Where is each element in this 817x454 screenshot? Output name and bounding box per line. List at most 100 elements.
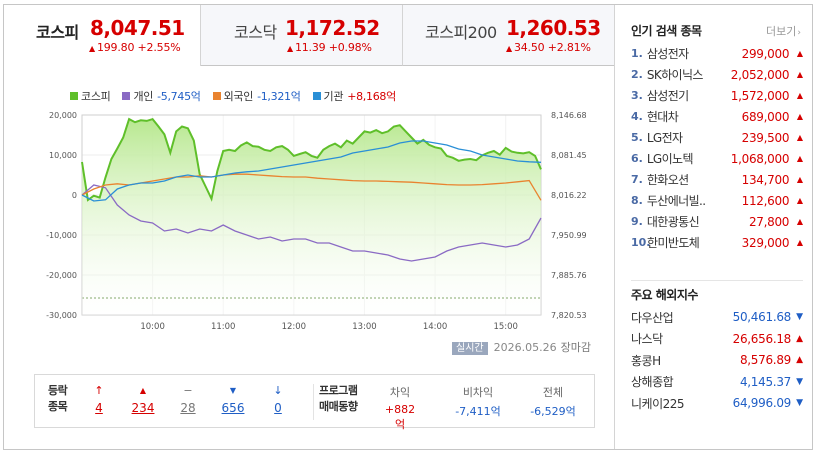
popular-item[interactable]: 10. 한미반도체 329,000 ▲ xyxy=(631,232,803,253)
up-triangle-icon: ▲ xyxy=(123,384,163,398)
y-right-tick-label: 7,820.53 xyxy=(551,311,587,320)
down-triangle-icon: ▼ xyxy=(791,398,803,408)
program-label: 프로그램 매매동향 xyxy=(319,383,357,415)
right-panel: 인기 검색 종목 더보기› 1. 삼성전자 299,000 ▲ 2. SK하이닉스 2,05… xyxy=(614,5,813,449)
y-right-tick-label: 7,885.76 xyxy=(551,271,587,280)
chevron-right-icon: › xyxy=(797,28,801,38)
popular-item[interactable]: 6. LG이노텍 1,068,000 ▲ xyxy=(631,148,803,169)
timestamp-date: 2026.05.26 xyxy=(494,341,557,354)
index-name[interactable]: 다우산업 xyxy=(631,309,711,326)
index-value: 50,461.68 xyxy=(711,310,791,324)
up-triangle-icon: ▲ xyxy=(789,112,803,121)
popular-item[interactable]: 1. 삼성전자 299,000 ▲ xyxy=(631,43,803,64)
breadth-value[interactable]: 4 xyxy=(79,401,119,415)
world-index-item[interactable]: 니케이225 64,996.09 ▼ xyxy=(631,392,803,414)
x-tick-label: 14:00 xyxy=(423,322,448,332)
up-triangle-icon: ▲ xyxy=(789,70,803,79)
y-left-tick-label: 10,000 xyxy=(49,151,77,160)
breadth-label-line2: 종목 xyxy=(48,399,67,415)
x-tick-label: 12:00 xyxy=(282,322,307,332)
program-total: 전체 -6,529억 xyxy=(523,384,583,419)
program-arbitrage: 차익 +882억 xyxy=(380,384,420,432)
program-value: +882억 xyxy=(380,403,420,432)
rank-number: 4. xyxy=(631,110,647,123)
popular-item[interactable]: 2. SK하이닉스 2,052,000 ▲ xyxy=(631,64,803,85)
stock-name[interactable]: 삼성전자 xyxy=(647,45,712,62)
breadth-value[interactable]: 0 xyxy=(258,401,298,415)
stock-name[interactable]: 한화오션 xyxy=(647,171,712,188)
stock-name[interactable]: 두산에너빌.. xyxy=(647,192,712,209)
rank-number: 5. xyxy=(631,131,647,144)
popular-item[interactable]: 5. LG전자 239,500 ▲ xyxy=(631,127,803,148)
stock-name[interactable]: LG전자 xyxy=(647,129,712,146)
program-value: -7,411억 xyxy=(453,403,503,419)
program-label-line1: 프로그램 xyxy=(319,383,357,399)
up-triangle-icon: ▲ xyxy=(789,238,803,247)
x-tick-label: 10:00 xyxy=(140,322,165,332)
lower-limit-arrow-icon: ↓ xyxy=(258,384,298,398)
more-label: 더보기 xyxy=(766,25,796,38)
breadth-unchanged[interactable]: − 28 xyxy=(168,384,208,415)
market-stats-box: 등락 종목 ↑ 4 ▲ 234 −28 ▼ 656 ↓ 0 프로그램 매매동향 차익 +882… xyxy=(34,374,595,428)
down-triangle-icon: ▼ xyxy=(213,384,253,398)
up-triangle-icon: ▲ xyxy=(789,49,803,58)
breadth-falling[interactable]: ▼ 656 xyxy=(213,384,253,415)
rank-number: 10. xyxy=(631,236,647,249)
y-left-tick-label: -20,000 xyxy=(46,271,77,280)
y-right-tick-label: 7,950.99 xyxy=(551,231,587,240)
breadth-upper-limit[interactable]: ↑ 4 xyxy=(79,384,119,415)
world-index-item[interactable]: 다우산업 50,461.68 ▼ xyxy=(631,306,803,328)
breadth-rising[interactable]: ▲ 234 xyxy=(123,384,163,415)
popular-item[interactable]: 9. 대한광통신 27,800 ▲ xyxy=(631,211,803,232)
rank-number: 6. xyxy=(631,152,647,165)
program-header: 차익 xyxy=(380,384,420,400)
rank-number: 8. xyxy=(631,194,647,207)
market-status: 장마감 xyxy=(561,341,591,354)
down-triangle-icon: ▼ xyxy=(791,377,803,387)
rank-number: 1. xyxy=(631,47,647,60)
x-tick-label: 11:00 xyxy=(211,322,236,332)
breadth-label: 등락 종목 xyxy=(48,383,67,415)
popular-item[interactable]: 8. 두산에너빌.. 112,600 ▲ xyxy=(631,190,803,211)
world-index-item[interactable]: 나스닥 26,656.18 ▲ xyxy=(631,328,803,350)
popular-item[interactable]: 3. 삼성전기 1,572,000 ▲ xyxy=(631,85,803,106)
breadth-value[interactable]: 234 xyxy=(123,401,163,415)
index-name[interactable]: 홍콩H xyxy=(631,352,711,369)
popular-item[interactable]: 7. 한화오션 134,700 ▲ xyxy=(631,169,803,190)
up-triangle-icon: ▲ xyxy=(789,91,803,100)
world-title: 주요 해외지수 xyxy=(631,286,698,303)
up-triangle-icon: ▲ xyxy=(789,196,803,205)
up-triangle-icon: ▲ xyxy=(791,334,803,344)
down-triangle-icon: ▼ xyxy=(791,312,803,322)
popular-item[interactable]: 4. 현대차 689,000 ▲ xyxy=(631,106,803,127)
stock-name[interactable]: SK하이닉스 xyxy=(647,66,712,83)
breadth-value[interactable]: 656 xyxy=(213,401,253,415)
breadth-lower-limit[interactable]: ↓ 0 xyxy=(258,384,298,415)
more-link[interactable]: 더보기› xyxy=(766,23,801,39)
rank-number: 7. xyxy=(631,173,647,186)
stock-name[interactable]: 대한광통신 xyxy=(647,213,712,230)
x-tick-label: 15:00 xyxy=(493,322,518,332)
up-triangle-icon: ▲ xyxy=(789,175,803,184)
world-index-item[interactable]: 홍콩H 8,576.89 ▲ xyxy=(631,349,803,371)
realtime-badge: 실시간 xyxy=(452,342,488,355)
intraday-chart: 20,00010,0000-10,000-20,000-30,0008,146.… xyxy=(4,5,614,335)
stock-price: 134,700 xyxy=(712,173,789,187)
up-triangle-icon: ▲ xyxy=(791,355,803,365)
index-name[interactable]: 니케이225 xyxy=(631,395,711,412)
up-triangle-icon: ▲ xyxy=(789,133,803,142)
program-header: 전체 xyxy=(523,384,583,400)
stock-name[interactable]: 현대차 xyxy=(647,108,712,125)
breadth-value[interactable]: 28 xyxy=(168,401,208,415)
stock-name[interactable]: 삼성전기 xyxy=(647,87,712,104)
stock-price: 1,572,000 xyxy=(712,89,789,103)
stock-name[interactable]: LG이노텍 xyxy=(647,150,712,167)
index-name[interactable]: 상해종합 xyxy=(631,373,711,390)
program-value: -6,529억 xyxy=(523,403,583,419)
stock-price: 239,500 xyxy=(712,131,789,145)
stock-name[interactable]: 한미반도체 xyxy=(647,234,712,251)
program-label-line2: 매매동향 xyxy=(319,399,357,415)
upper-limit-arrow-icon: ↑ xyxy=(79,384,119,398)
world-index-item[interactable]: 상해종합 4,145.37 ▼ xyxy=(631,371,803,393)
index-name[interactable]: 나스닥 xyxy=(631,330,711,347)
